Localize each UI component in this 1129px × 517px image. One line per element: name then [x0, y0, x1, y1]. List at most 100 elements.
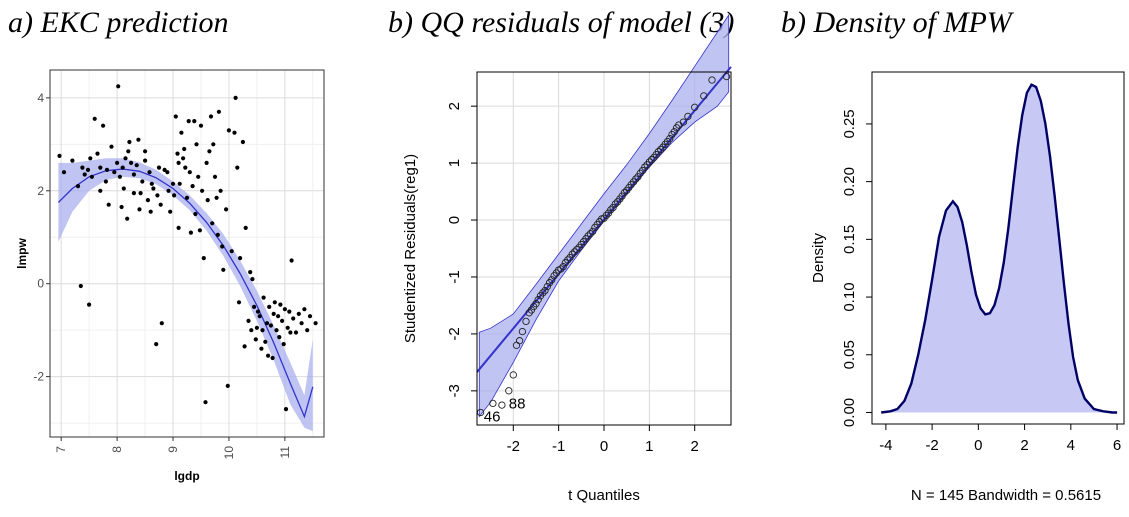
data-point: [201, 256, 206, 261]
x-tick-label: 4: [1067, 437, 1075, 454]
data-point: [242, 344, 247, 349]
point-annotation: 88: [509, 395, 526, 412]
data-point: [168, 209, 173, 214]
x-axis-label: N = 145 Bandwidth = 0.5615: [911, 487, 1101, 504]
data-point: [557, 265, 565, 273]
data-point: [123, 156, 128, 161]
data-point: [654, 148, 663, 156]
data-point: [281, 342, 286, 347]
x-tick-label: 10: [222, 446, 236, 460]
data-point: [214, 195, 219, 200]
data-point: [620, 189, 629, 197]
data-point: [215, 232, 220, 237]
data-point: [101, 123, 106, 128]
x-tick-label: -2: [925, 437, 938, 454]
data-point: [61, 170, 67, 175]
data-point: [115, 160, 120, 165]
data-point: [235, 165, 240, 170]
data-point: [158, 202, 163, 207]
data-point: [293, 330, 299, 335]
data-point: [218, 188, 223, 193]
data-point: [143, 149, 148, 154]
data-point: [119, 204, 124, 210]
data-point: [568, 250, 576, 258]
data-point: [134, 163, 139, 168]
data-point: [166, 188, 171, 193]
data-point: [684, 112, 692, 121]
data-point: [543, 282, 551, 291]
data-point: [89, 174, 94, 179]
data-point: [602, 211, 610, 220]
data-point: [272, 300, 277, 305]
data-point: [116, 84, 121, 89]
y-tick-label: 0.15: [841, 225, 858, 254]
y-tick-label: 0: [446, 216, 463, 224]
data-point: [181, 156, 186, 161]
y-axis-label: lmpw: [15, 238, 29, 269]
data-point: [254, 325, 259, 330]
data-point: [70, 158, 75, 163]
data-point: [193, 211, 198, 217]
data-point: [140, 179, 145, 184]
data-point: [255, 309, 261, 314]
reference-line: [476, 66, 732, 373]
data-point: [197, 228, 202, 233]
x-tick-label: -4: [879, 437, 892, 454]
y-tick-label: -3: [446, 384, 463, 397]
data-point: [112, 170, 117, 175]
data-point: [182, 146, 187, 152]
y-tick-label: 0.00: [841, 398, 858, 427]
data-point: [207, 149, 212, 154]
data-point: [196, 174, 201, 179]
chart-c-title: b) Density of MPW: [781, 6, 1012, 39]
data-point: [187, 170, 192, 175]
data-point: [277, 335, 282, 340]
x-axis-label: lgdp: [174, 469, 199, 483]
chart-b-title: b) QQ residuals of model (3): [388, 6, 735, 39]
data-point: [313, 321, 318, 326]
data-point: [607, 206, 615, 214]
data-point: [176, 225, 181, 230]
x-tick-label: 2: [691, 438, 699, 455]
data-point: [657, 145, 665, 154]
data-point: [137, 207, 142, 212]
data-point: [145, 198, 150, 203]
y-tick-label: -2: [446, 327, 463, 340]
data-point: [92, 116, 97, 121]
chart-a-title: a) EKC prediction: [8, 6, 229, 39]
x-tick-label: 7: [54, 446, 68, 453]
data-point: [305, 328, 310, 333]
density-area: [881, 84, 1118, 413]
y-axis-label: Density: [810, 232, 827, 283]
confidence-band: [58, 158, 313, 432]
data-point: [106, 202, 111, 207]
data-point: [541, 286, 549, 295]
y-tick-label: 4: [37, 91, 44, 105]
data-point: [282, 307, 287, 312]
data-point: [266, 353, 271, 358]
data-point: [264, 321, 270, 326]
data-point: [131, 191, 136, 196]
data-point: [117, 174, 122, 179]
data-point: [691, 103, 699, 111]
data-point: [252, 304, 257, 309]
data-point: [564, 256, 572, 264]
x-tick-label: 1: [645, 438, 653, 455]
data-point: [177, 181, 182, 186]
data-point: [240, 139, 245, 145]
data-point: [276, 314, 281, 319]
data-point: [126, 149, 131, 154]
data-point: [559, 263, 567, 271]
density-curve: [881, 83, 1118, 414]
data-point: [57, 153, 62, 158]
data-point: [509, 371, 517, 379]
data-point: [238, 256, 243, 261]
fitted-curve: [57, 168, 314, 419]
data-point: [159, 321, 164, 326]
y-tick-label: 0.25: [841, 109, 858, 138]
data-point: [589, 227, 597, 236]
data-point: [299, 321, 304, 326]
data-point: [151, 186, 156, 191]
